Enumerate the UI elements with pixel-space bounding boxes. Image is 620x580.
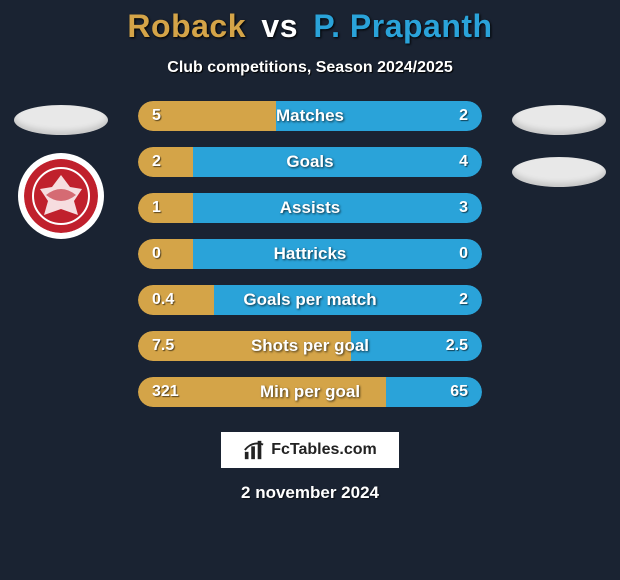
stat-right-value: 4 <box>459 153 468 171</box>
bar-fill-left <box>138 193 193 223</box>
stat-row: 1 3 Assists <box>138 193 482 223</box>
country-badge-oval-right-1 <box>512 105 606 135</box>
stat-label: Shots per goal <box>251 336 369 356</box>
stat-label: Goals per match <box>243 290 376 310</box>
stat-right-value: 0 <box>459 245 468 263</box>
stat-row: 5 2 Matches <box>138 101 482 131</box>
stat-left-value: 321 <box>152 383 179 401</box>
chart-icon <box>243 439 265 461</box>
club-crest-icon <box>24 159 98 233</box>
club-badge-left-inner <box>24 159 98 233</box>
stat-right-value: 2.5 <box>446 337 468 355</box>
content-area: 5 2 Matches 2 4 Goals 1 3 Assists 0 0 Hattricks 0.4 2… <box>0 101 620 407</box>
stat-row: 0 0 Hattricks <box>138 239 482 269</box>
stat-right-value: 2 <box>459 107 468 125</box>
stat-left-value: 7.5 <box>152 337 174 355</box>
footer-date: 2 november 2024 <box>0 483 620 503</box>
right-badges-column <box>504 101 614 187</box>
comparison-title: Roback vs P. Prapanth <box>0 0 620 45</box>
stat-label: Goals <box>286 152 333 172</box>
stat-row: 321 65 Min per goal <box>138 377 482 407</box>
stat-row: 2 4 Goals <box>138 147 482 177</box>
player2-name: P. Prapanth <box>313 8 492 44</box>
country-badge-oval-right-2 <box>512 157 606 187</box>
bar-fill-right <box>193 147 482 177</box>
bar-fill-left <box>138 239 193 269</box>
stat-left-value: 2 <box>152 153 161 171</box>
bar-fill-left <box>138 285 214 315</box>
brand-text: FcTables.com <box>271 441 377 459</box>
stat-label: Assists <box>280 198 340 218</box>
left-badges-column <box>6 101 116 239</box>
stat-label: Matches <box>276 106 344 126</box>
vs-label: vs <box>261 8 298 44</box>
country-badge-oval-left <box>14 105 108 135</box>
stat-left-value: 0.4 <box>152 291 174 309</box>
stat-label: Min per goal <box>260 382 360 402</box>
player1-name: Roback <box>127 8 246 44</box>
brand-logo: FcTables.com <box>220 431 400 469</box>
stat-row: 7.5 2.5 Shots per goal <box>138 331 482 361</box>
subtitle: Club competitions, Season 2024/2025 <box>0 59 620 77</box>
stat-label: Hattricks <box>274 244 347 264</box>
stat-right-value: 65 <box>450 383 468 401</box>
stat-right-value: 2 <box>459 291 468 309</box>
stat-right-value: 3 <box>459 199 468 217</box>
stat-left-value: 0 <box>152 245 161 263</box>
stat-bars: 5 2 Matches 2 4 Goals 1 3 Assists 0 0 Hattricks 0.4 2… <box>138 101 482 407</box>
bar-fill-left <box>138 147 193 177</box>
stat-left-value: 5 <box>152 107 161 125</box>
stat-row: 0.4 2 Goals per match <box>138 285 482 315</box>
club-badge-left <box>18 153 104 239</box>
stat-left-value: 1 <box>152 199 161 217</box>
